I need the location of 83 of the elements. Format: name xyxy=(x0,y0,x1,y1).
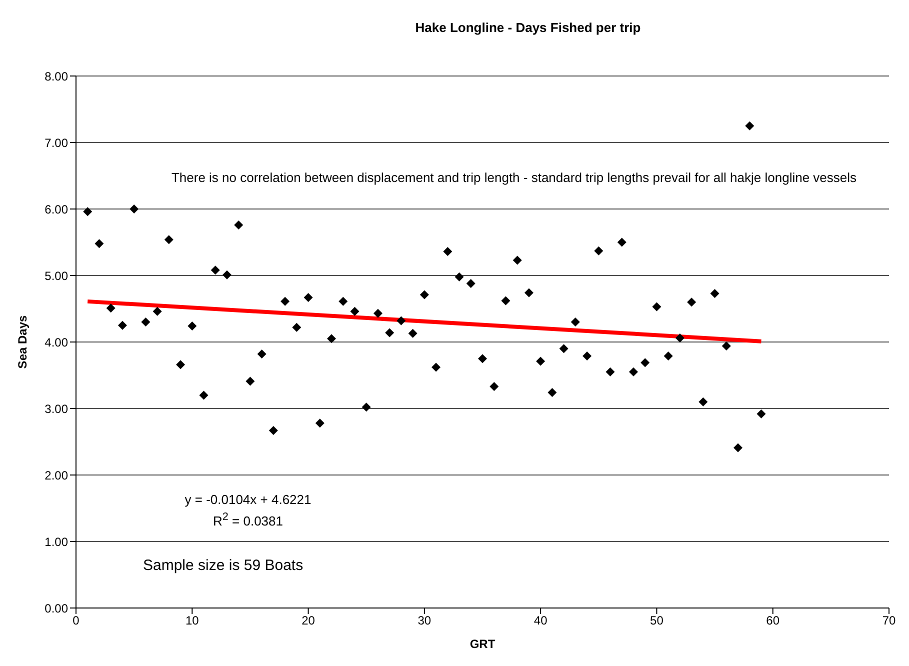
point xyxy=(292,322,302,332)
point xyxy=(675,334,684,343)
point xyxy=(199,390,208,400)
x-tick-label: 0 xyxy=(72,614,80,628)
point xyxy=(152,306,162,316)
point xyxy=(606,367,615,376)
y-axis-title: Sea Days xyxy=(15,314,30,369)
point xyxy=(280,296,290,306)
point xyxy=(698,397,708,406)
point xyxy=(443,247,452,256)
point xyxy=(490,382,499,392)
point xyxy=(594,246,604,256)
point xyxy=(373,308,382,318)
point xyxy=(246,376,255,386)
y-tick-label: 8.00 xyxy=(44,69,68,84)
point xyxy=(524,288,534,298)
point xyxy=(687,298,696,307)
point xyxy=(83,207,92,216)
point xyxy=(268,426,278,435)
point xyxy=(582,351,592,360)
point xyxy=(350,306,360,316)
point xyxy=(432,362,441,372)
x-tick-label: 30 xyxy=(418,614,432,628)
point xyxy=(362,402,371,412)
x-tick-label: 60 xyxy=(766,614,780,628)
point xyxy=(466,278,476,288)
point xyxy=(385,328,394,338)
y-tick-label: 1.00 xyxy=(44,534,68,549)
point xyxy=(501,296,510,306)
point xyxy=(338,296,348,306)
point xyxy=(570,318,580,327)
point xyxy=(745,121,754,130)
y-tick-label: 4.00 xyxy=(44,335,68,350)
point xyxy=(420,290,429,300)
point xyxy=(548,388,557,398)
point xyxy=(327,334,336,344)
point xyxy=(188,322,197,331)
x-tick-label: 50 xyxy=(650,614,664,628)
annotation: There is no correlation between displacement and trip length - standard trip lengths prevail for all hakje longline vessels xyxy=(170,169,858,187)
point xyxy=(617,238,626,247)
point xyxy=(106,304,116,313)
point xyxy=(118,320,127,330)
point xyxy=(396,316,406,326)
annotation: R$^{2}$ = 0.0381 xyxy=(212,510,284,530)
point xyxy=(408,328,418,338)
point xyxy=(94,239,104,248)
x-tick-label: 40 xyxy=(534,614,548,628)
point xyxy=(315,418,324,428)
point xyxy=(210,266,220,275)
point xyxy=(512,256,522,265)
point xyxy=(734,443,743,452)
point xyxy=(664,351,673,360)
point xyxy=(722,341,731,350)
point xyxy=(628,367,638,376)
y-tick-label: 5.00 xyxy=(44,268,68,283)
point xyxy=(756,409,766,418)
y-tick-label: 3.00 xyxy=(44,402,68,416)
point xyxy=(454,272,464,282)
point xyxy=(640,358,650,368)
x-axis-title: GRT xyxy=(470,637,496,651)
y-tick-label: 2.00 xyxy=(44,468,68,482)
point xyxy=(164,235,174,244)
point xyxy=(304,292,313,302)
y-tick-label: 7.00 xyxy=(44,136,68,150)
point xyxy=(234,220,244,230)
point xyxy=(559,344,568,354)
point xyxy=(176,360,186,370)
point xyxy=(478,354,487,364)
point xyxy=(257,349,266,358)
x-tick-label: 20 xyxy=(302,614,316,628)
point xyxy=(141,318,150,327)
point xyxy=(222,270,232,280)
y-tick-label: 6.00 xyxy=(44,202,68,216)
annotation: y = -0.0104x + 4.6221 xyxy=(184,491,312,509)
x-tick-label: 70 xyxy=(882,614,896,628)
point xyxy=(130,204,139,214)
annotation: Sample size is 59 Boats xyxy=(143,556,304,575)
point xyxy=(652,302,662,312)
x-tick-label: 10 xyxy=(185,614,200,628)
point xyxy=(536,356,546,366)
chart-title: Hake Longline - Days Fished per trip xyxy=(414,20,642,35)
point xyxy=(710,288,720,298)
y-tick-label: 0.00 xyxy=(44,601,68,616)
